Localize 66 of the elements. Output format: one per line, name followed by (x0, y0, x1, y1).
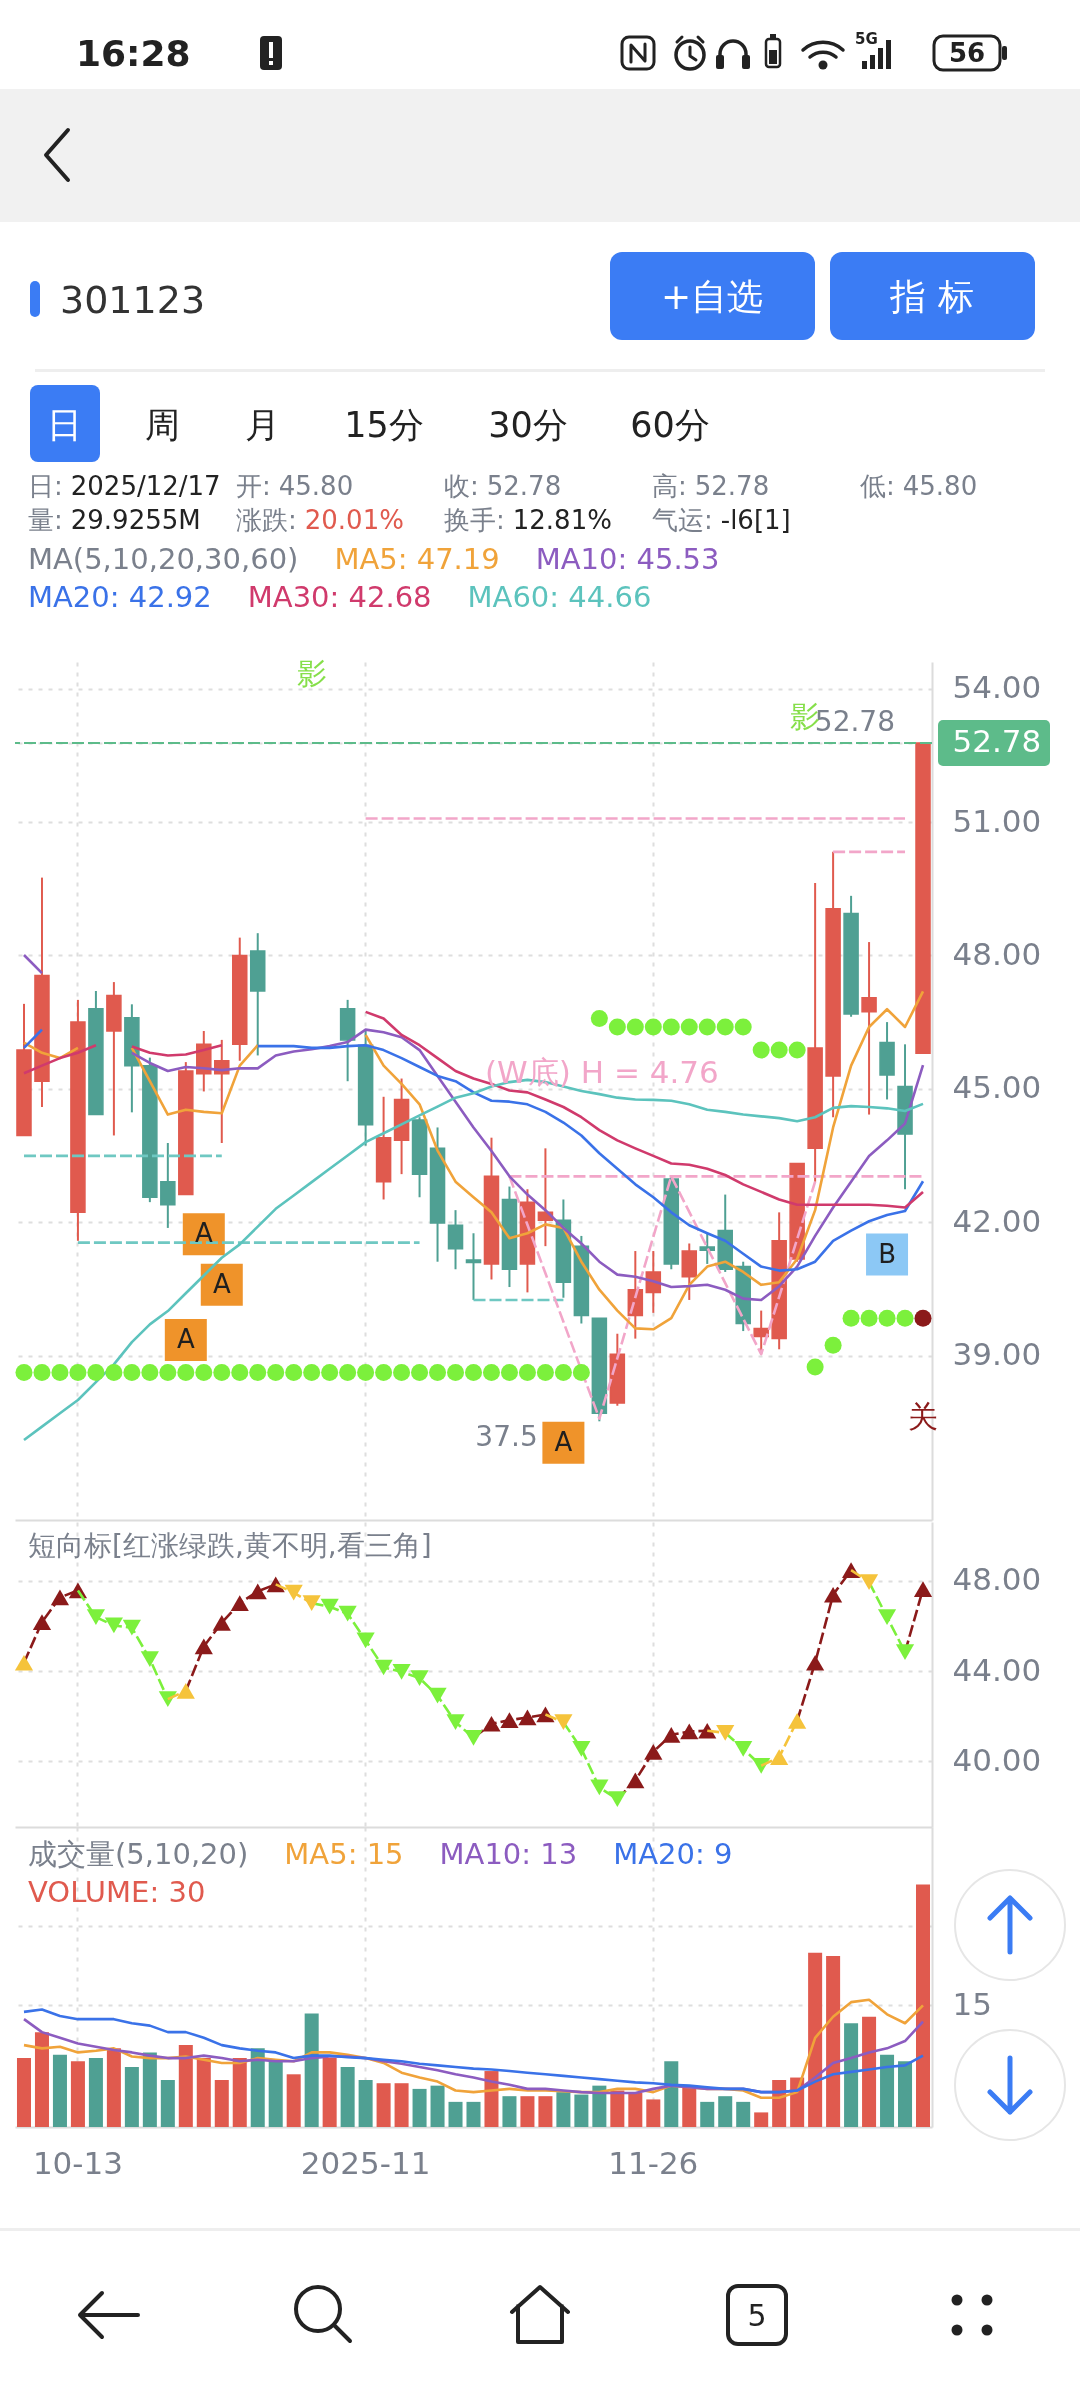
text: MA30: 42.68 (247, 579, 432, 616)
data-label: A (554, 1426, 573, 1457)
text: 52.78 (694, 471, 770, 501)
y-tick-label: 44.00 (952, 1651, 1042, 1688)
text: 60分 (630, 405, 710, 445)
text: 2025/12/17 (70, 471, 221, 501)
text: VOLUME: 30 (28, 1874, 206, 1911)
y-tick-label: 48.00 (952, 1561, 1042, 1598)
text: 16:28 (76, 33, 191, 74)
text: 换手: (444, 505, 505, 535)
text: 20.01% (304, 505, 404, 535)
text: MA10: 13 (439, 1836, 578, 1873)
y-tick-label: 51.00 (952, 802, 1042, 839)
y-tick-label: 52.78 (952, 723, 1042, 760)
text: 气运: (652, 505, 713, 535)
text: 5 (747, 2298, 767, 2333)
y-tick-label: 54.00 (952, 669, 1042, 706)
y-tick-label: 42.00 (952, 1202, 1042, 1239)
text: 指 标 (889, 276, 974, 317)
text: MA10: 45.53 (535, 541, 720, 578)
y-tick-label: 15 (952, 1985, 992, 2022)
text: MA20: 9 (613, 1836, 733, 1873)
text: 15分 (344, 405, 424, 445)
y-tick-label: 40.00 (952, 1741, 1042, 1778)
text: 高: (652, 471, 687, 501)
text: 5G (855, 30, 878, 48)
data-label: A (212, 1268, 231, 1299)
annotation: 37.5 (475, 1420, 538, 1454)
data-label: 关 (908, 1399, 939, 1435)
data-label: B (878, 1238, 896, 1269)
x-tick-label: 10-13 (32, 2144, 123, 2181)
annotation: (W底) H = 4.76 (485, 1053, 719, 1090)
text: +自选 (660, 276, 764, 317)
y-tick-label: 48.00 (952, 935, 1042, 972)
data-label: A (176, 1323, 195, 1354)
text: 56 (948, 38, 986, 68)
text: 30分 (488, 405, 568, 445)
text: 52.78 (486, 471, 562, 501)
text: 低: (860, 471, 895, 501)
text: 29.9255M (70, 505, 201, 535)
text: 量: (28, 505, 63, 535)
text: MA20: 42.92 (28, 579, 212, 616)
text: 收: (444, 471, 479, 501)
text: 45.80 (902, 471, 978, 501)
y-tick-label: 39.00 (952, 1336, 1042, 1373)
y-tick-label: 45.00 (952, 1069, 1042, 1106)
text: 日 (46, 405, 82, 445)
text: 开: (236, 471, 271, 501)
text: MA5: 47.19 (334, 541, 500, 578)
text: 周 (144, 405, 180, 445)
text: 12.81% (512, 505, 612, 535)
x-tick-label: 11-26 (608, 2144, 699, 2181)
text: 301123 (60, 278, 206, 322)
text: 日: (28, 471, 63, 501)
annotation: 影 (296, 656, 327, 692)
text: 涨跌: (236, 505, 297, 535)
text: -l6[1] (720, 505, 791, 535)
x-tick-label: 2025-11 (300, 2144, 431, 2181)
chart-title: 短向标[红涨绿跌,黄不明,看三角] (28, 1528, 432, 1564)
text: MA5: 15 (284, 1836, 404, 1873)
legend-title: MA(5,10,20,30,60) (28, 541, 299, 578)
text: MA60: 44.66 (467, 579, 652, 616)
text: 45.80 (278, 471, 354, 501)
text: 月 (244, 405, 280, 445)
legend-title: 成交量(5,10,20) (28, 1836, 249, 1873)
data-label: A (194, 1218, 213, 1249)
